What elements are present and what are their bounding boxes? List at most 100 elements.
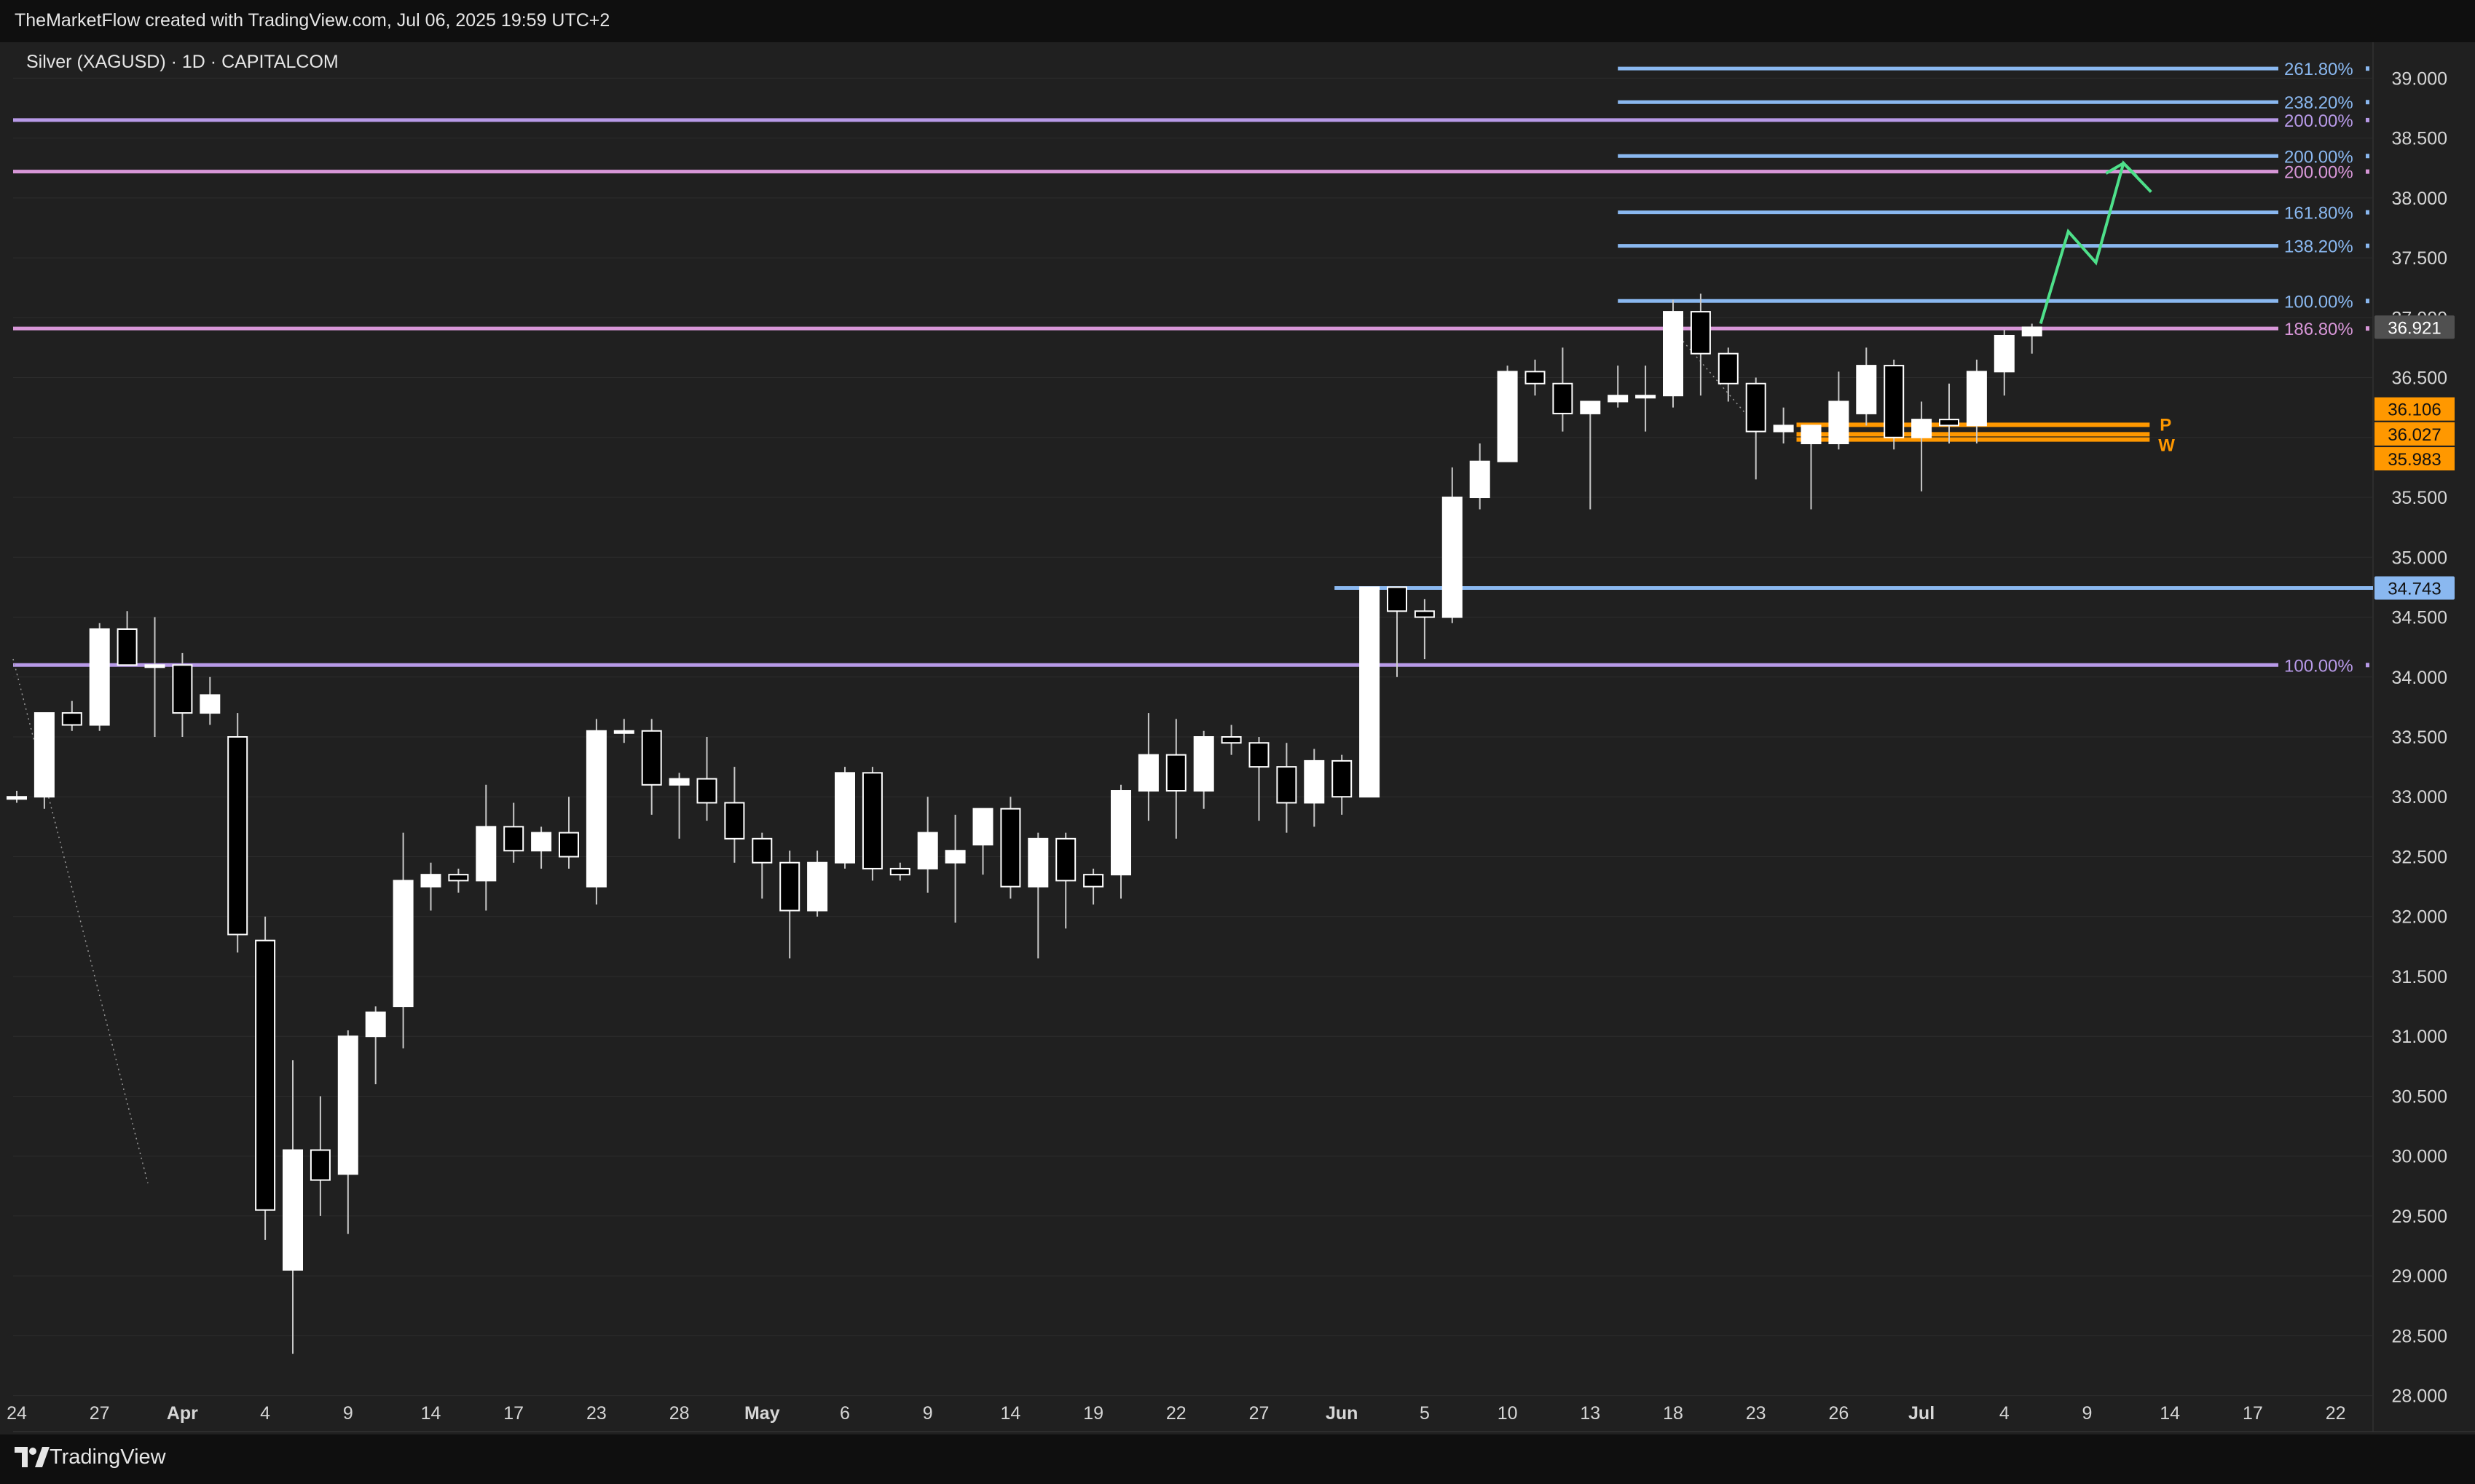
candle-body[interactable] bbox=[1387, 586, 1407, 612]
candle-body[interactable] bbox=[1828, 400, 1849, 445]
candle-body[interactable] bbox=[1221, 736, 1242, 744]
candle-body[interactable] bbox=[1248, 742, 1270, 768]
candle-body[interactable] bbox=[1414, 610, 1435, 618]
candle-body[interactable] bbox=[779, 861, 800, 912]
dotted-connector-line[interactable] bbox=[1672, 329, 1757, 426]
candle-body[interactable] bbox=[1663, 311, 1683, 397]
candle-body[interactable] bbox=[144, 664, 165, 668]
candle-body[interactable] bbox=[641, 730, 662, 786]
fib-level-handle[interactable] bbox=[2366, 154, 2369, 159]
x-tick-label: 24 bbox=[7, 1403, 27, 1424]
candle-body[interactable] bbox=[61, 712, 82, 726]
candle-body[interactable] bbox=[696, 778, 717, 804]
fib-level-handle[interactable] bbox=[2366, 326, 2369, 331]
candle-body[interactable] bbox=[7, 796, 27, 800]
candle-body[interactable] bbox=[283, 1149, 303, 1271]
candle-body[interactable] bbox=[503, 826, 524, 852]
candle-body[interactable] bbox=[1111, 790, 1131, 876]
attribution-text: TheMarketFlow created with TradingView.c… bbox=[15, 10, 610, 31]
x-tick-label: 9 bbox=[343, 1403, 353, 1424]
candle-body[interactable] bbox=[1276, 766, 1297, 804]
candle-body[interactable] bbox=[337, 1035, 358, 1175]
candle-body[interactable] bbox=[889, 867, 910, 876]
fib-level-handle[interactable] bbox=[2366, 117, 2369, 122]
candle-body[interactable] bbox=[1000, 808, 1021, 888]
candle-body[interactable] bbox=[1717, 352, 1739, 384]
fib-level-handle[interactable] bbox=[2366, 663, 2369, 668]
candle-body[interactable] bbox=[1580, 400, 1601, 414]
y-tick-label: 30.500 bbox=[2392, 1086, 2447, 1107]
orange-price-badge-bg bbox=[2374, 397, 2455, 421]
candle-body[interactable] bbox=[945, 850, 966, 864]
candle-body[interactable] bbox=[1524, 371, 1546, 384]
candle-body[interactable] bbox=[531, 832, 552, 852]
candle-body[interactable] bbox=[34, 712, 55, 798]
candle-body[interactable] bbox=[1165, 754, 1187, 792]
candle-body[interactable] bbox=[227, 736, 248, 936]
candle-body[interactable] bbox=[1441, 497, 1463, 618]
candle-body[interactable] bbox=[1884, 365, 1905, 438]
candle-body[interactable] bbox=[1745, 382, 1766, 433]
candle-body[interactable] bbox=[420, 874, 441, 888]
candle-body[interactable] bbox=[1690, 311, 1711, 355]
fib-level-handle[interactable] bbox=[2366, 243, 2369, 248]
x-tick-label: 10 bbox=[1498, 1403, 1518, 1424]
candle-body[interactable] bbox=[613, 730, 634, 734]
fib-level-handle[interactable] bbox=[2366, 66, 2369, 71]
candle-body[interactable] bbox=[1773, 425, 1794, 433]
candle-body[interactable] bbox=[1911, 419, 1932, 438]
candle-body[interactable] bbox=[255, 939, 276, 1211]
candle-body[interactable] bbox=[393, 880, 414, 1008]
candle-body[interactable] bbox=[172, 664, 193, 714]
y-tick-label: 35.500 bbox=[2392, 488, 2447, 508]
y-tick-label: 34.500 bbox=[2392, 608, 2447, 628]
candle-body[interactable] bbox=[1055, 837, 1077, 882]
fib-level-handle[interactable] bbox=[2366, 299, 2369, 304]
candle-body[interactable] bbox=[1994, 334, 2015, 373]
candle-body[interactable] bbox=[1028, 837, 1049, 888]
x-tick-label: 6 bbox=[840, 1403, 850, 1424]
candle-body[interactable] bbox=[862, 772, 883, 869]
candle-body[interactable] bbox=[1138, 754, 1159, 792]
fib-level-handle[interactable] bbox=[2366, 169, 2369, 174]
candle-body[interactable] bbox=[917, 832, 938, 869]
candle-body[interactable] bbox=[448, 874, 469, 882]
fib-level-label: 186.80% bbox=[2284, 320, 2353, 339]
candle-body[interactable] bbox=[972, 808, 993, 846]
candle-body[interactable] bbox=[752, 837, 773, 864]
x-tick-label: 9 bbox=[2082, 1403, 2093, 1424]
candle-body[interactable] bbox=[1966, 371, 1987, 427]
candle-body[interactable] bbox=[1635, 395, 1656, 399]
candle-body[interactable] bbox=[1359, 586, 1380, 798]
candle-body[interactable] bbox=[476, 826, 497, 882]
candle-body[interactable] bbox=[1469, 460, 1490, 499]
candle-body[interactable] bbox=[1497, 371, 1518, 462]
candle-body[interactable] bbox=[1939, 419, 1959, 427]
candle-body[interactable] bbox=[310, 1149, 331, 1181]
candle-body[interactable] bbox=[1552, 382, 1573, 414]
candle-body[interactable] bbox=[1608, 395, 1629, 403]
candle-body[interactable] bbox=[1193, 736, 1214, 792]
candle-body[interactable] bbox=[586, 730, 607, 888]
candle-body[interactable] bbox=[1331, 759, 1353, 798]
candle-body[interactable] bbox=[2021, 326, 2042, 336]
fib-level-handle[interactable] bbox=[2366, 210, 2369, 215]
candle-body[interactable] bbox=[835, 772, 855, 864]
candle-body[interactable] bbox=[1801, 425, 1822, 445]
dotted-trend-line[interactable] bbox=[12, 658, 149, 1184]
candle-body[interactable] bbox=[669, 778, 690, 786]
candle-body[interactable] bbox=[89, 628, 110, 726]
candle-body[interactable] bbox=[807, 861, 828, 912]
candle-body[interactable] bbox=[559, 832, 579, 858]
candle-body[interactable] bbox=[117, 628, 138, 666]
candle-body[interactable] bbox=[724, 802, 745, 840]
price-axis[interactable] bbox=[2373, 42, 2475, 1432]
candle-body[interactable] bbox=[200, 694, 221, 714]
candle-body[interactable] bbox=[1304, 759, 1325, 804]
fib-level-handle[interactable] bbox=[2366, 100, 2369, 105]
x-tick-label: 13 bbox=[1580, 1403, 1600, 1424]
candle-body[interactable] bbox=[365, 1011, 386, 1038]
candle-body[interactable] bbox=[1083, 874, 1104, 888]
candle-body[interactable] bbox=[1856, 365, 1877, 414]
